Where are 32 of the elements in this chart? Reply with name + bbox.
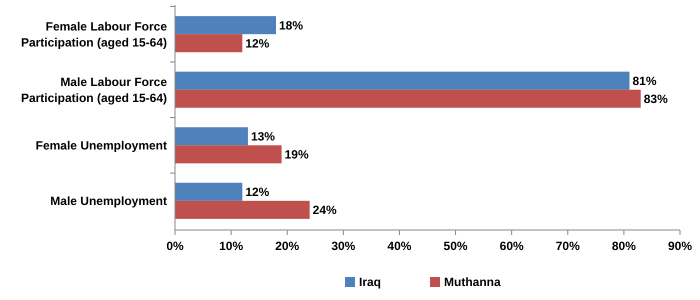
x-tick-label: 10% xyxy=(219,239,244,253)
x-tick-label: 70% xyxy=(556,239,580,253)
x-tick-label: 80% xyxy=(612,239,636,253)
bar xyxy=(175,127,248,146)
x-tick-label: 0% xyxy=(166,239,184,253)
y-tick-label: Female Unemployment xyxy=(36,138,167,152)
legend-label: Muthanna xyxy=(444,275,501,290)
bar xyxy=(175,182,242,201)
bar xyxy=(175,34,242,52)
bar xyxy=(175,72,630,90)
bar xyxy=(175,90,641,108)
x-tick-label: 40% xyxy=(387,239,412,253)
x-tick-label: 20% xyxy=(275,239,300,253)
data-label: 13% xyxy=(250,129,276,144)
data-label: 19% xyxy=(284,148,309,162)
y-tick-label: Female Labour Force Participation (aged 15-64) xyxy=(20,19,168,50)
x-tick-label: 90% xyxy=(668,239,692,253)
data-label: 24% xyxy=(312,203,338,218)
data-label: 83% xyxy=(644,92,668,106)
data-label: 12% xyxy=(245,36,270,50)
bar xyxy=(175,200,310,219)
data-label: 12% xyxy=(245,185,270,200)
y-tick-label: Male Labour Force Participation (aged 15-64) xyxy=(20,74,168,105)
legend-label: Iraq xyxy=(359,275,382,290)
bar xyxy=(175,145,282,164)
bar xyxy=(175,16,276,34)
x-tick-label: 60% xyxy=(500,239,524,253)
data-label: 81% xyxy=(632,74,657,88)
y-tick-label: Male Unemployment xyxy=(50,194,167,208)
data-label: 18% xyxy=(279,18,304,32)
x-tick-label: 30% xyxy=(331,239,356,253)
x-tick-label: 50% xyxy=(444,239,468,253)
